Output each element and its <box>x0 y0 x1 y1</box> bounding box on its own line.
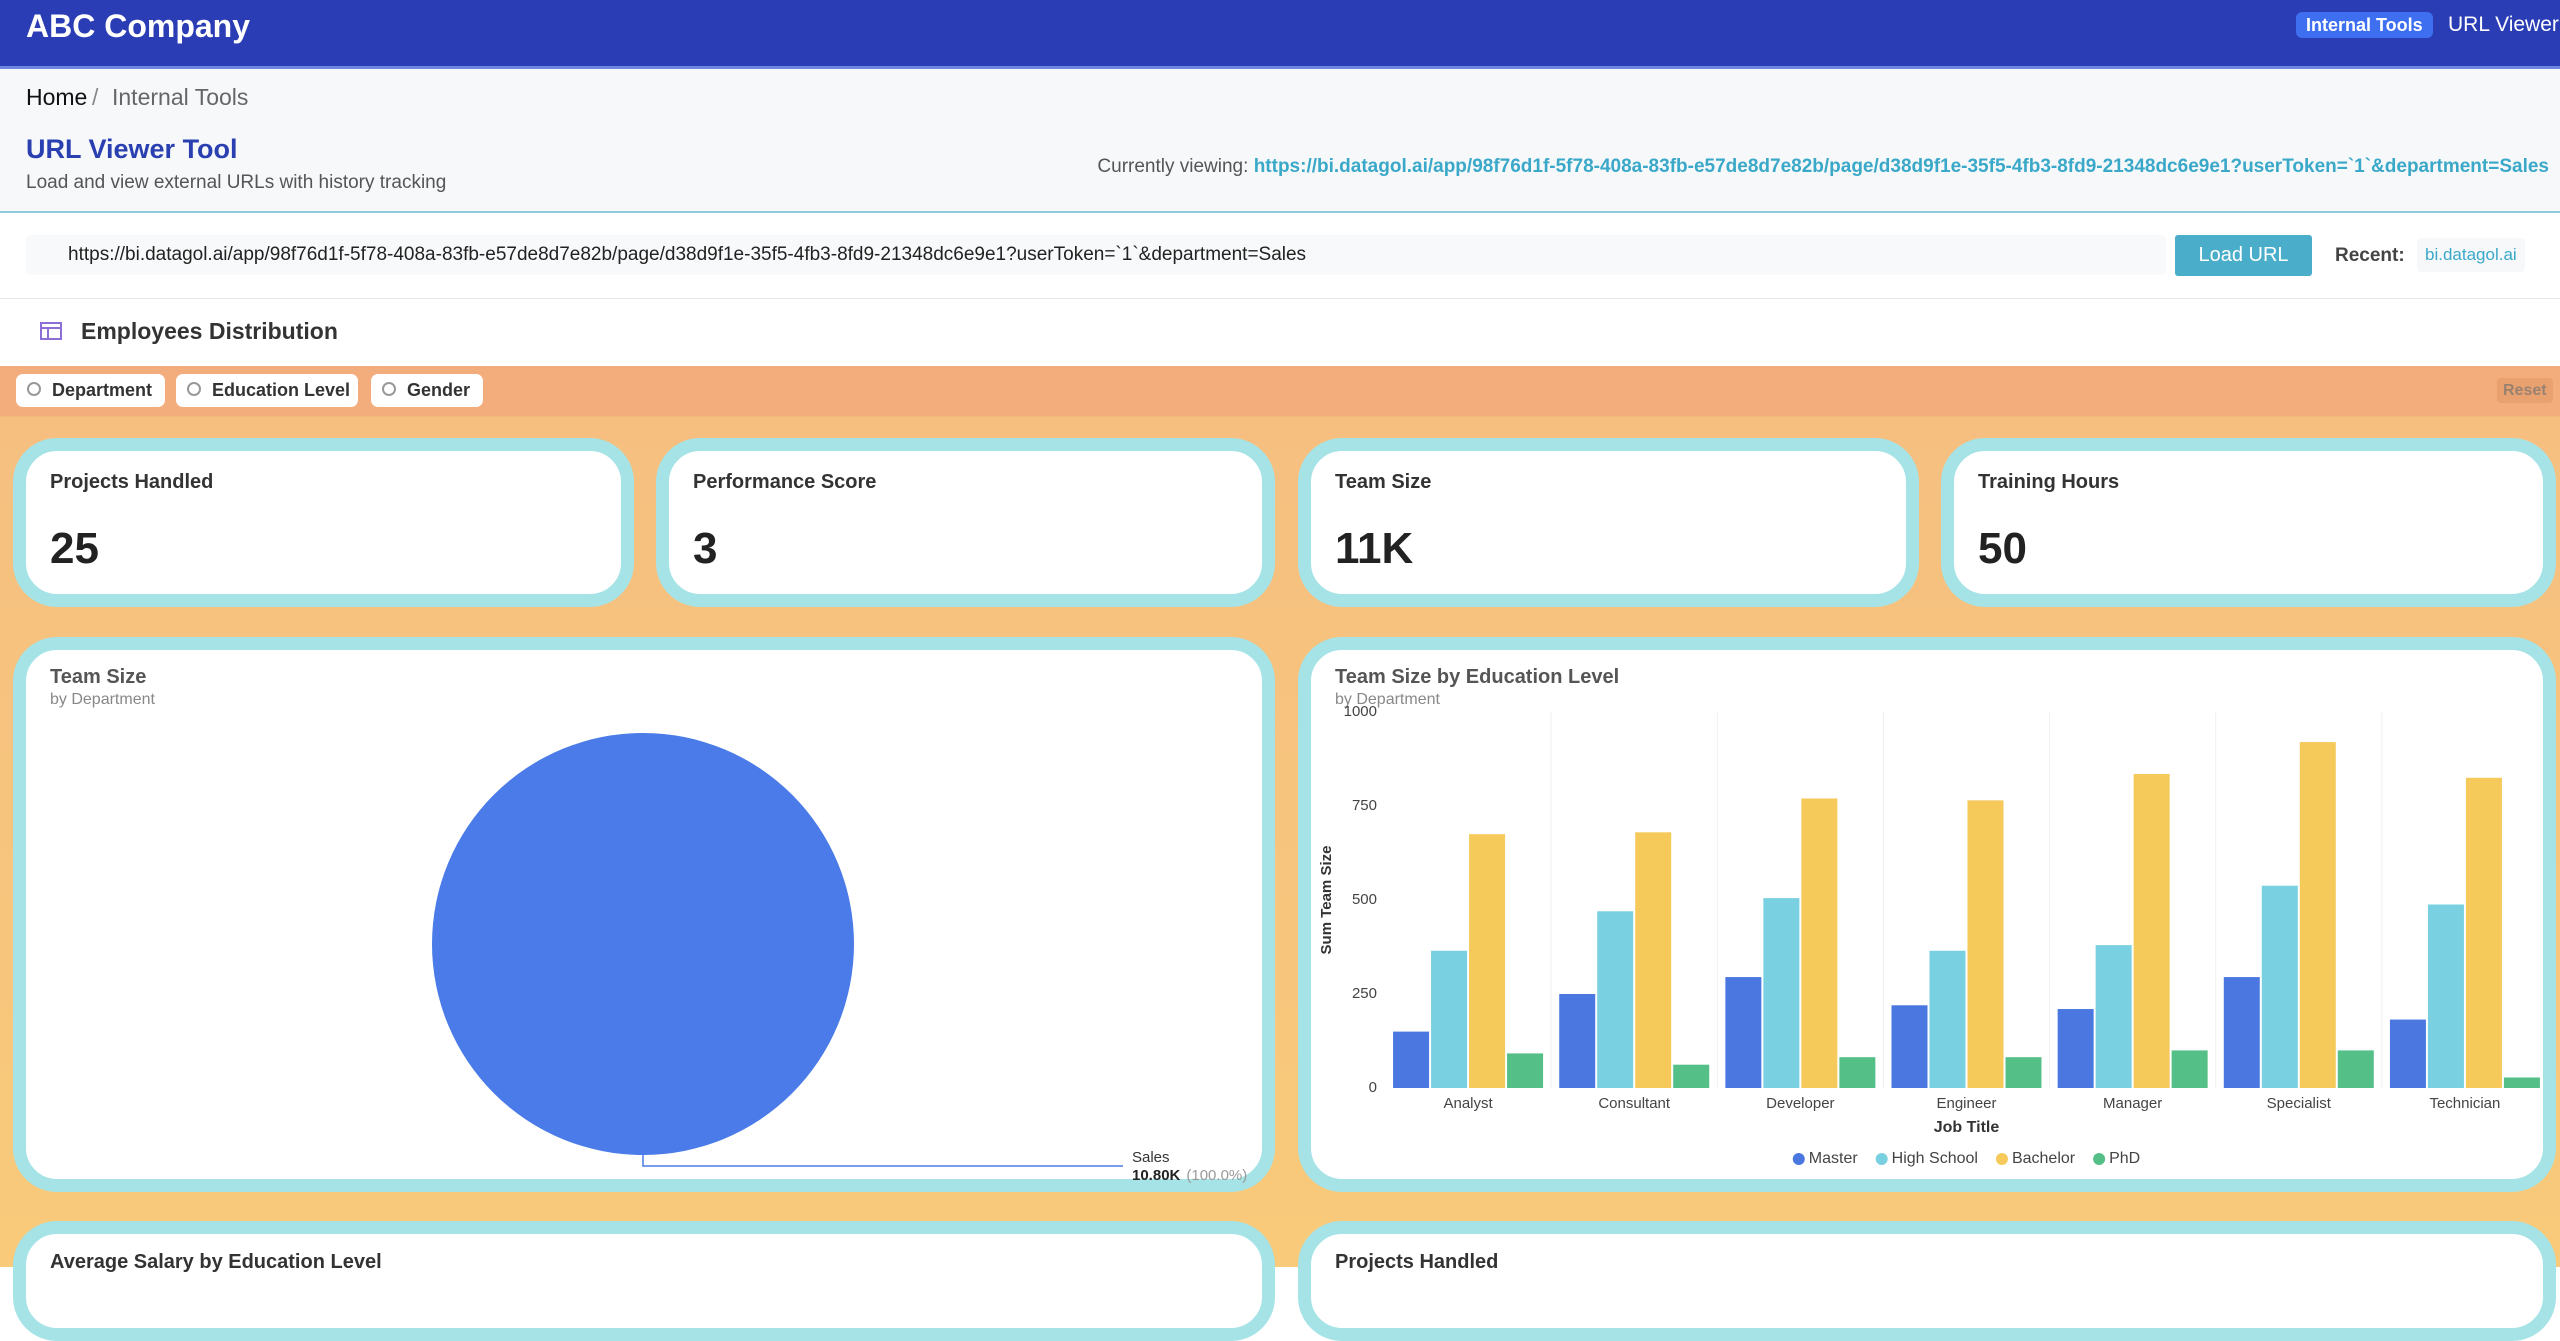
chart-card: Projects Handled <box>1298 1221 2556 1341</box>
kpi-value: 11K <box>1335 524 1414 573</box>
filter-chip[interactable]: Education Level <box>176 374 358 407</box>
viewing-url[interactable]: https://bi.datagol.ai/app/98f76d1f-5f78-… <box>1253 156 2549 177</box>
chart-title: Team Size <box>50 666 147 688</box>
kpi-card: Projects Handled 25 <box>13 438 634 607</box>
kpi-label: Projects Handled <box>50 471 214 493</box>
viewing-label: Currently viewing: <box>1097 156 1249 177</box>
breadcrumb-current: Internal Tools <box>112 84 249 110</box>
load-button[interactable]: Load URL <box>2175 235 2312 276</box>
nav-link[interactable]: URL Viewer <box>2448 13 2559 36</box>
dashboard-title: Employees Distribution <box>81 318 338 344</box>
url-input-text: https://bi.datagol.ai/app/98f76d1f-5f78-… <box>68 244 1307 265</box>
chart-title: Projects Handled <box>1335 1251 1499 1273</box>
nav-badge[interactable]: Internal Tools <box>2296 12 2433 38</box>
tool-title: URL Viewer Tool <box>26 134 238 164</box>
kpi-card: Performance Score 3 <box>656 438 1275 607</box>
chart-title: Team Size by Education Level <box>1335 666 1620 688</box>
tool-header <box>0 69 2560 213</box>
kpi-label: Team Size <box>1335 471 1432 493</box>
kpi-card: Team Size 11K <box>1298 438 1919 607</box>
dashboard-icon <box>40 322 62 340</box>
kpi-value: 3 <box>693 524 718 573</box>
brand[interactable]: ABC Company <box>26 8 251 44</box>
chart-card: Average Salary by Education Level <box>13 1221 1275 1341</box>
filter-chip[interactable]: Department <box>16 374 165 407</box>
chart-subtitle: by Department <box>1335 691 1440 708</box>
filter-chip[interactable]: Gender <box>371 374 483 407</box>
recent-chip[interactable]: bi.datagol.ai <box>2417 238 2525 272</box>
breadcrumb-home[interactable]: Home <box>26 84 88 110</box>
chart-title: Average Salary by Education Level <box>50 1251 382 1273</box>
recent-label: Recent: <box>2335 245 2405 266</box>
chart-card: Team Size by Department <box>13 637 1275 1192</box>
breadcrumb-sep: / <box>92 84 99 110</box>
url-input[interactable]: https://bi.datagol.ai/app/98f76d1f-5f78-… <box>26 235 2166 275</box>
kpi-value: 25 <box>50 524 99 573</box>
reset-button[interactable]: Reset <box>2497 378 2553 403</box>
kpi-card: Training Hours 50 <box>1941 438 2556 607</box>
chart-card: Team Size by Education Level by Departme… <box>1298 637 2556 1192</box>
kpi-value: 50 <box>1978 524 2027 573</box>
chart-subtitle: by Department <box>50 691 155 708</box>
top-bar <box>0 0 2560 69</box>
dashboard-header <box>0 298 2560 367</box>
kpi-label: Performance Score <box>693 471 877 493</box>
kpi-label: Training Hours <box>1978 471 2120 493</box>
viewing: Currently viewing: https://bi.datagol.ai… <box>1097 156 2549 178</box>
tool-subtitle: Load and view external URLs with history… <box>26 172 447 193</box>
